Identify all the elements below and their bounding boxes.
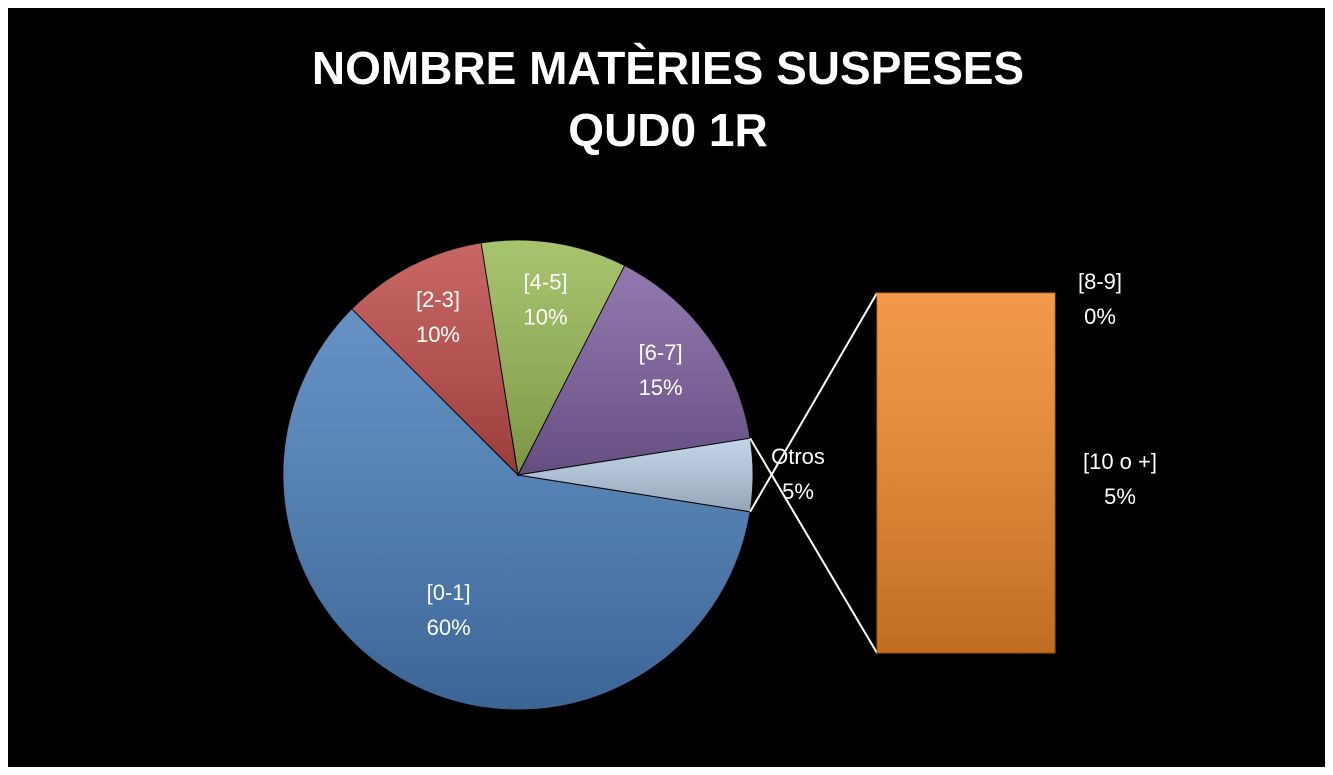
data-label: 5% xyxy=(1104,484,1136,509)
data-label: 0% xyxy=(1084,304,1116,329)
slice-shade xyxy=(481,239,625,475)
data-label: 10% xyxy=(524,305,568,330)
data-label: [6-7] xyxy=(639,340,683,365)
data-label: [0-1] xyxy=(427,580,471,605)
connector xyxy=(749,437,878,654)
data-label: [4-5] xyxy=(524,270,568,295)
slice-shade xyxy=(282,308,751,710)
data-label: 60% xyxy=(427,615,471,640)
data-label: [8-9] xyxy=(1078,269,1122,294)
chart-title: NOMBRE MATÈRIES SUSPESES xyxy=(312,42,1024,94)
slice-shade xyxy=(518,265,751,475)
data-label: [10 o +] xyxy=(1083,449,1157,474)
bar-shade xyxy=(877,293,1055,653)
data-label: [2-3] xyxy=(416,287,460,312)
slice-shade xyxy=(351,242,518,475)
data-label: 10% xyxy=(416,322,460,347)
data-label: Otros xyxy=(771,444,825,469)
chart-title: QUD0 1R xyxy=(568,104,767,156)
data-label: 15% xyxy=(639,375,683,400)
slice-shade xyxy=(518,438,753,512)
